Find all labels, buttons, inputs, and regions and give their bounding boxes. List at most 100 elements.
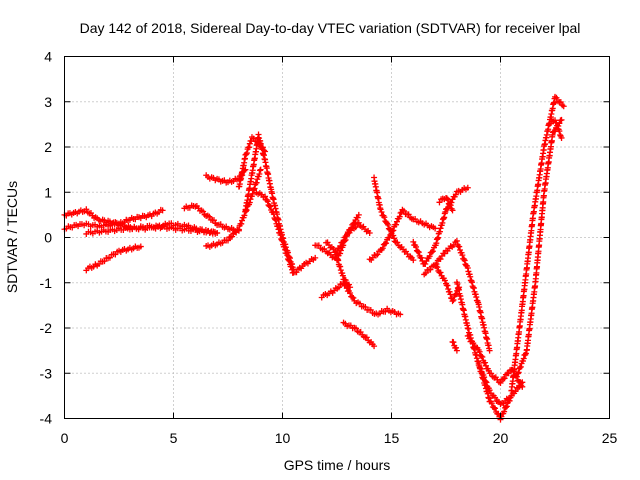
data-point xyxy=(337,267,344,274)
data-point xyxy=(554,122,561,129)
y-axis-title: SDTVAR / TECUs xyxy=(4,181,20,293)
data-point xyxy=(214,229,221,236)
data-point xyxy=(257,167,264,174)
series-arc-20 xyxy=(432,262,463,305)
data-point xyxy=(501,375,508,382)
data-point xyxy=(235,226,242,233)
series-arc-4 xyxy=(83,222,221,237)
data-point xyxy=(490,404,497,411)
data-point xyxy=(312,254,319,261)
data-point xyxy=(459,252,466,259)
y-tick-label: 1 xyxy=(44,184,52,200)
series-arc-25 xyxy=(475,360,526,408)
data-point xyxy=(444,282,451,289)
data-point xyxy=(381,214,388,221)
data-point xyxy=(200,208,207,215)
series-arc-3 xyxy=(83,243,144,274)
data-point xyxy=(340,238,347,245)
data-point xyxy=(441,250,448,257)
data-point xyxy=(488,400,495,407)
data-point xyxy=(385,221,392,228)
data-point xyxy=(501,408,508,415)
chart-title: Day 142 of 2018, Sidereal Day-to-day VTE… xyxy=(80,20,581,36)
y-tick-label: -3 xyxy=(40,365,53,381)
data-point xyxy=(516,383,523,390)
data-point xyxy=(225,237,231,244)
data-point xyxy=(453,291,460,298)
data-point xyxy=(101,258,108,265)
data-point xyxy=(137,243,144,250)
data-point xyxy=(502,404,509,411)
data-point xyxy=(486,347,493,354)
data-point xyxy=(460,256,467,263)
data-point xyxy=(281,243,288,250)
data-point xyxy=(347,226,354,233)
data-point xyxy=(278,236,285,243)
series-arc-1 xyxy=(61,206,166,228)
data-point xyxy=(505,370,512,377)
data-point xyxy=(437,269,444,276)
data-point xyxy=(453,344,460,351)
data-point xyxy=(352,325,359,332)
data-point xyxy=(515,369,522,376)
data-point xyxy=(262,193,269,200)
data-point xyxy=(229,233,236,240)
data-point xyxy=(558,116,565,123)
series-arc-26 xyxy=(508,93,567,394)
data-point xyxy=(410,238,417,245)
data-point xyxy=(478,365,485,372)
series-arc-21 xyxy=(436,194,456,214)
data-point xyxy=(396,213,403,220)
data-point xyxy=(279,237,286,244)
series-arc-13 xyxy=(323,239,354,291)
x-tick-label: 20 xyxy=(493,430,509,446)
data-point xyxy=(553,94,560,101)
data-point xyxy=(351,220,358,227)
data-point xyxy=(433,263,440,270)
data-point xyxy=(450,339,457,346)
data-point xyxy=(447,202,454,209)
data-point xyxy=(413,243,420,250)
data-point xyxy=(453,347,460,354)
data-point xyxy=(437,256,444,263)
series-arc-22 xyxy=(449,338,460,354)
data-point xyxy=(476,348,483,355)
data-point xyxy=(418,254,425,261)
x-tick-label: 25 xyxy=(602,430,618,446)
data-point xyxy=(374,251,381,258)
data-point xyxy=(347,284,354,291)
data-point xyxy=(363,334,370,341)
data-point xyxy=(397,209,404,216)
data-point xyxy=(461,257,468,264)
data-point xyxy=(354,214,361,221)
data-point xyxy=(347,289,354,296)
data-point xyxy=(427,266,434,273)
data-point xyxy=(488,370,495,377)
data-point xyxy=(432,225,439,232)
data-point xyxy=(390,232,397,239)
data-point xyxy=(335,257,342,264)
data-point xyxy=(520,355,527,362)
data-point xyxy=(349,294,356,301)
data-point xyxy=(390,227,397,234)
series-arc-16 xyxy=(371,174,417,264)
data-point xyxy=(503,403,510,410)
data-point xyxy=(414,248,421,255)
data-point xyxy=(286,257,293,264)
data-point xyxy=(288,263,295,270)
data-point xyxy=(277,231,284,238)
data-point xyxy=(337,263,344,270)
series-arc-28 xyxy=(545,117,565,141)
data-point xyxy=(270,210,277,217)
data-point xyxy=(333,251,340,258)
data-point xyxy=(274,223,281,230)
data-point xyxy=(479,354,486,361)
data-point xyxy=(522,350,529,357)
data-point xyxy=(405,211,412,218)
data-point xyxy=(482,359,489,366)
data-point xyxy=(449,207,456,214)
data-point xyxy=(397,311,404,318)
data-point xyxy=(345,281,352,288)
x-tick-label: 0 xyxy=(61,430,69,446)
